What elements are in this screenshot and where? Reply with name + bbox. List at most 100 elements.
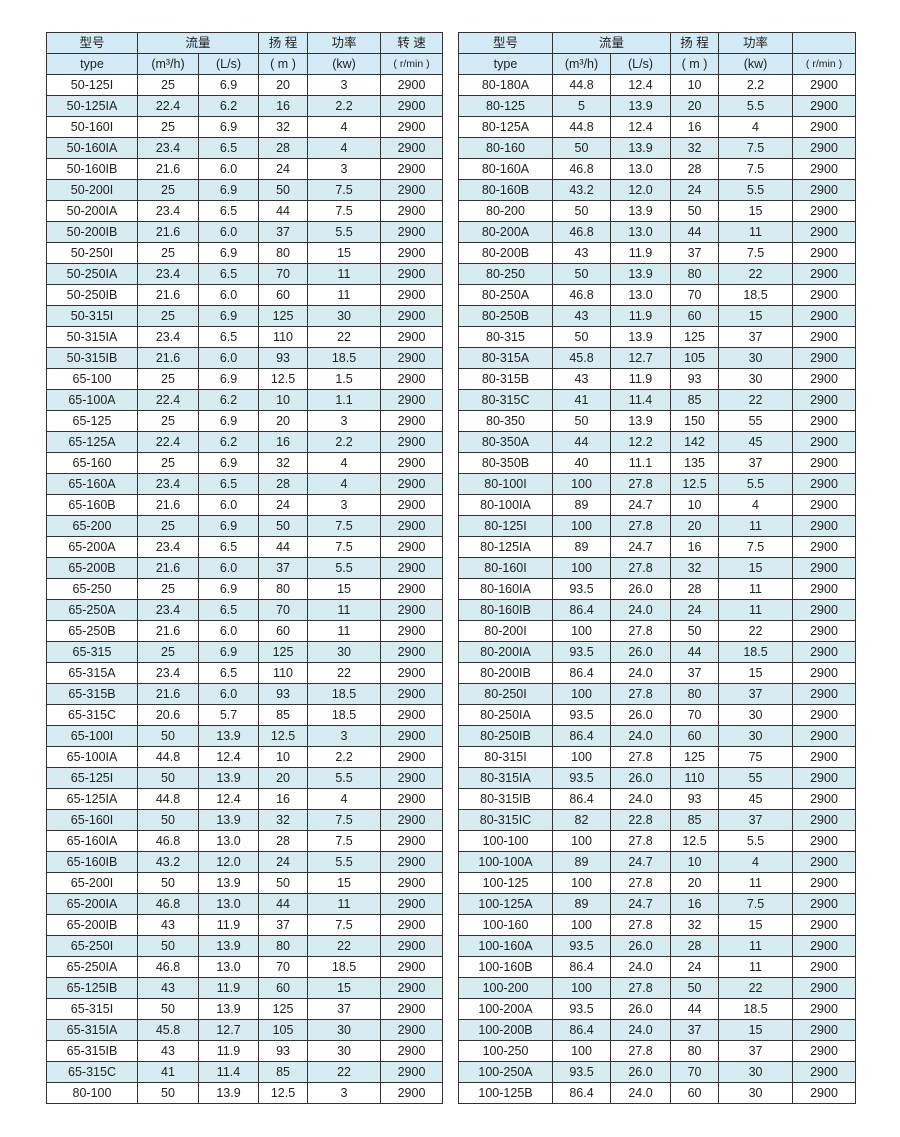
cell-power: 4 xyxy=(307,137,382,159)
table-row: 50-125I 25 6.9 20 3 2900 xyxy=(46,74,444,96)
cell-power: 3 xyxy=(307,725,382,747)
cell-head: 44 xyxy=(670,641,720,663)
cell-flow-m3h: 50 xyxy=(552,326,611,348)
table-row: 50-250IB 21.6 6.0 60 11 2900 xyxy=(46,284,444,306)
cell-flow-ls: 11.1 xyxy=(609,452,672,474)
cell-power: 30 xyxy=(307,641,382,663)
cell-speed: 2900 xyxy=(380,452,444,474)
cell-head: 80 xyxy=(258,242,309,264)
cell-power: 15 xyxy=(307,977,382,999)
cell-flow-m3h: 21.6 xyxy=(137,284,199,306)
cell-flow-m3h: 89 xyxy=(552,494,611,516)
cell-power: 11 xyxy=(307,599,382,621)
cell-speed: 2900 xyxy=(380,599,444,621)
cell-flow-m3h: 86.4 xyxy=(552,599,611,621)
table-row: 65-125 25 6.9 20 3 2900 xyxy=(46,410,444,432)
cell-model: 100-160B xyxy=(458,956,553,978)
header-speed-cn: 转 速 xyxy=(380,32,444,54)
cell-speed: 2900 xyxy=(380,998,444,1020)
table-row: 50-250I 25 6.9 80 15 2900 xyxy=(46,242,444,264)
cell-model: 80-315 xyxy=(458,326,553,348)
cell-power: 11 xyxy=(307,263,382,285)
cell-flow-m3h: 100 xyxy=(552,683,611,705)
cell-power: 15 xyxy=(718,305,794,327)
cell-power: 15 xyxy=(718,200,794,222)
cell-model: 65-200IA xyxy=(46,893,138,915)
table-row: 80-250IA 93.5 26.0 70 30 2900 xyxy=(458,704,857,726)
cell-model: 65-100IA xyxy=(46,746,138,768)
table-row: 65-315C 41 11.4 85 22 2900 xyxy=(46,1061,444,1083)
cell-speed: 2900 xyxy=(380,116,444,138)
table-row: 100-125B 86.4 24.0 60 30 2900 xyxy=(458,1082,857,1104)
cell-power: 30 xyxy=(718,368,794,390)
cell-flow-ls: 27.8 xyxy=(609,557,672,579)
cell-speed: 2900 xyxy=(792,116,857,138)
header-power-unit: (kw) xyxy=(718,53,794,75)
cell-head: 125 xyxy=(258,998,309,1020)
cell-flow-m3h: 22.4 xyxy=(137,431,199,453)
table-row: 65-200IA 46.8 13.0 44 11 2900 xyxy=(46,893,444,915)
cell-power: 5.5 xyxy=(718,830,794,852)
table-row: 50-250IA 23.4 6.5 70 11 2900 xyxy=(46,263,444,285)
table-row: 65-160A 23.4 6.5 28 4 2900 xyxy=(46,473,444,495)
table-row: 65-200I 50 13.9 50 15 2900 xyxy=(46,872,444,894)
cell-flow-m3h: 93.5 xyxy=(552,767,611,789)
cell-power: 18.5 xyxy=(718,998,794,1020)
cell-speed: 2900 xyxy=(792,704,857,726)
cell-flow-ls: 13.9 xyxy=(197,872,260,894)
header-speed-unit: ( r/min ) xyxy=(792,53,857,75)
header-flow-ls: (L/s) xyxy=(609,53,672,75)
cell-flow-ls: 13.9 xyxy=(609,95,672,117)
cell-flow-ls: 24.7 xyxy=(609,536,672,558)
table-row: 65-100A 22.4 6.2 10 1.1 2900 xyxy=(46,389,444,411)
cell-flow-m3h: 25 xyxy=(137,515,199,537)
cell-flow-m3h: 50 xyxy=(137,998,199,1020)
cell-power: 30 xyxy=(718,725,794,747)
cell-speed: 2900 xyxy=(380,305,444,327)
cell-speed: 2900 xyxy=(792,74,857,96)
cell-flow-ls: 13.9 xyxy=(609,410,672,432)
cell-head: 50 xyxy=(258,179,309,201)
cell-model: 80-350 xyxy=(458,410,553,432)
cell-head: 80 xyxy=(670,263,720,285)
table-row: 80-100 50 13.9 12.5 3 2900 xyxy=(46,1082,444,1104)
table-row: 65-200 25 6.9 50 7.5 2900 xyxy=(46,515,444,537)
cell-model: 80-250I xyxy=(458,683,553,705)
cell-head: 32 xyxy=(670,557,720,579)
cell-flow-m3h: 50 xyxy=(552,137,611,159)
table-row: 80-315IB 86.4 24.0 93 45 2900 xyxy=(458,788,857,810)
cell-model: 100-125B xyxy=(458,1082,553,1104)
cell-head: 60 xyxy=(258,284,309,306)
cell-speed: 2900 xyxy=(380,620,444,642)
cell-model: 65-200I xyxy=(46,872,138,894)
cell-power: 7.5 xyxy=(718,242,794,264)
cell-model: 65-250 xyxy=(46,578,138,600)
table-row: 65-160I 50 13.9 32 7.5 2900 xyxy=(46,809,444,831)
cell-power: 37 xyxy=(718,1040,794,1062)
cell-flow-m3h: 44 xyxy=(552,431,611,453)
cell-power: 5.5 xyxy=(307,221,382,243)
cell-power: 22 xyxy=(718,389,794,411)
cell-head: 60 xyxy=(258,977,309,999)
cell-flow-ls: 27.8 xyxy=(609,1040,672,1062)
cell-head: 44 xyxy=(670,998,720,1020)
cell-head: 105 xyxy=(258,1019,309,1041)
cell-model: 100-100A xyxy=(458,851,553,873)
cell-power: 30 xyxy=(307,1019,382,1041)
cell-power: 22 xyxy=(307,1061,382,1083)
cell-power: 37 xyxy=(718,683,794,705)
cell-power: 45 xyxy=(718,788,794,810)
cell-flow-ls: 11.9 xyxy=(197,977,260,999)
table-row: 65-200A 23.4 6.5 44 7.5 2900 xyxy=(46,536,444,558)
cell-flow-ls: 13.0 xyxy=(609,221,672,243)
cell-power: 22 xyxy=(307,662,382,684)
cell-flow-m3h: 25 xyxy=(137,410,199,432)
cell-head: 16 xyxy=(670,893,720,915)
cell-power: 37 xyxy=(718,326,794,348)
cell-speed: 2900 xyxy=(792,557,857,579)
cell-speed: 2900 xyxy=(380,641,444,663)
cell-flow-m3h: 46.8 xyxy=(552,284,611,306)
cell-power: 2.2 xyxy=(307,431,382,453)
cell-speed: 2900 xyxy=(792,347,857,369)
table-row: 50-200I 25 6.9 50 7.5 2900 xyxy=(46,179,444,201)
